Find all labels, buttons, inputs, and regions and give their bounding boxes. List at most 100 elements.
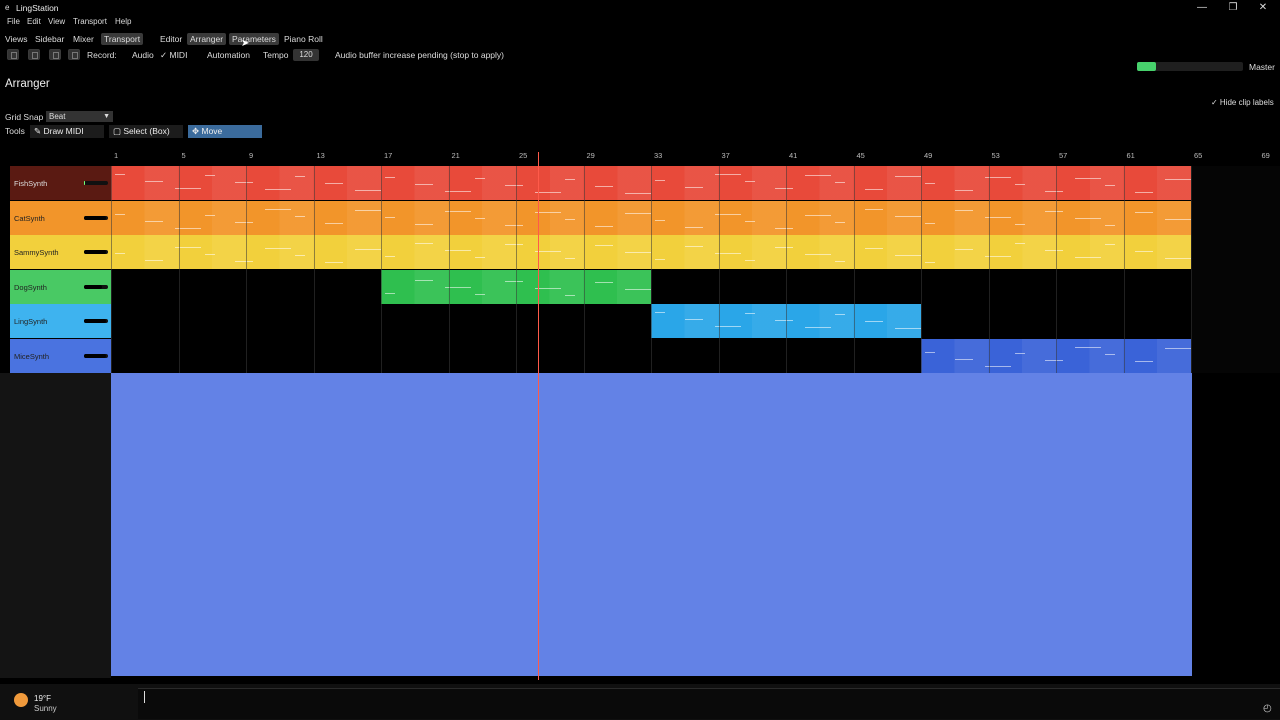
- tab-piano-roll[interactable]: Piano Roll: [284, 34, 323, 44]
- midi-note: [475, 293, 485, 295]
- midi-note: [475, 257, 485, 258]
- master-meter-fill: [1137, 62, 1157, 71]
- system-tray-icon[interactable]: ◴: [1263, 703, 1272, 714]
- draw-midi-tool[interactable]: ✎ Draw MIDI: [30, 125, 104, 138]
- tab-transport[interactable]: Transport: [101, 33, 144, 45]
- midi-note: [985, 216, 1011, 218]
- minimize-button[interactable]: —: [1197, 2, 1207, 13]
- track-volume-meter[interactable]: [84, 319, 108, 323]
- midi-note: [715, 326, 741, 327]
- track-volume-meter[interactable]: [84, 181, 108, 185]
- record-button[interactable]: [49, 49, 61, 60]
- tempo-input[interactable]: 120: [293, 49, 319, 61]
- midi-note: [1015, 184, 1025, 185]
- status-text: Audio buffer increase pending (stop to a…: [335, 50, 505, 60]
- midi-note: [445, 250, 471, 251]
- tab-mixer[interactable]: Mixer: [73, 34, 94, 44]
- track-name: LingSynth: [14, 317, 48, 326]
- midi-note: [535, 192, 561, 193]
- tab-sidebar[interactable]: Sidebar: [35, 34, 65, 44]
- midi-note: [745, 313, 755, 314]
- midi-note: [325, 183, 343, 184]
- track-header[interactable]: FishSynth: [10, 166, 111, 200]
- ruler-tick: 49: [924, 151, 933, 160]
- close-button[interactable]: ✕: [1258, 2, 1268, 13]
- midi-note: [1105, 353, 1115, 355]
- midi-note: [1075, 217, 1101, 219]
- track-header[interactable]: SammySynth: [10, 235, 111, 269]
- midi-note: [595, 225, 613, 227]
- midi-note: [685, 246, 703, 247]
- midi-note: [175, 188, 201, 189]
- midi-note: [1015, 243, 1025, 244]
- midi-note: [415, 243, 433, 244]
- select-box-tool[interactable]: ▢ Select (Box): [109, 125, 183, 138]
- midi-note: [805, 175, 831, 176]
- midi-note: [775, 188, 793, 189]
- track-volume-meter[interactable]: [84, 215, 108, 220]
- track-header[interactable]: MiceSynth: [10, 338, 111, 373]
- track-header[interactable]: LingSynth: [10, 304, 111, 338]
- timeline-ruler[interactable]: 1 5 9 13 17 21 25 29 33 37 41 45 49 53 57 61 65 69: [111, 148, 1280, 162]
- ruler-tick: 17: [384, 151, 393, 160]
- midi-note: [895, 215, 921, 217]
- midi-note: [1015, 352, 1025, 354]
- track-volume-fill: [84, 284, 102, 289]
- hide-clip-labels-checkbox[interactable]: ✓ Hide clip labels: [1211, 98, 1274, 107]
- track-volume-meter[interactable]: [84, 353, 108, 358]
- play-button[interactable]: [28, 49, 40, 60]
- midi-note: [175, 227, 201, 229]
- midi-note: [805, 327, 831, 328]
- midi-note: [115, 213, 125, 215]
- midi-note: [565, 218, 575, 220]
- midi-note: [205, 214, 215, 216]
- midi-note: [1165, 347, 1191, 349]
- text-cursor: [144, 691, 145, 703]
- midi-note: [685, 187, 703, 188]
- move-tool[interactable]: ✥ Move: [188, 125, 262, 138]
- midi-note: [295, 176, 305, 177]
- menu-transport[interactable]: Transport: [73, 17, 107, 26]
- ruler-tick: 37: [721, 151, 730, 160]
- midi-note: [985, 177, 1011, 178]
- tab-parameters[interactable]: Parameters: [229, 33, 279, 45]
- midi-note: [1075, 257, 1101, 258]
- midi-checkbox[interactable]: ✓ MIDI: [160, 50, 188, 60]
- menu-file[interactable]: File: [7, 17, 20, 26]
- ruler-tick: 25: [519, 151, 528, 160]
- track-header[interactable]: DogSynth: [10, 269, 111, 304]
- midi-note: [985, 365, 1011, 367]
- loop-button[interactable]: [68, 49, 80, 60]
- audio-checkbox[interactable]: Audio: [132, 50, 154, 60]
- command-input[interactable]: [138, 688, 1280, 719]
- midi-note: [385, 216, 395, 218]
- midi-note: [955, 249, 973, 250]
- title-bar: [0, 0, 1280, 16]
- midi-note: [355, 249, 381, 250]
- midi-note: [1105, 224, 1115, 226]
- automation-checkbox[interactable]: Automation: [207, 50, 250, 60]
- play-icon: [32, 52, 38, 59]
- record-icon: [53, 52, 59, 59]
- stop-button[interactable]: [7, 49, 19, 60]
- menu-help[interactable]: Help: [115, 17, 132, 26]
- midi-note: [565, 179, 575, 180]
- midi-note: [625, 193, 651, 194]
- weather-icon[interactable]: [14, 693, 28, 707]
- restore-button[interactable]: ❐: [1228, 2, 1238, 13]
- playhead[interactable]: [537, 152, 539, 680]
- tab-editor[interactable]: Editor: [160, 34, 183, 44]
- midi-note: [625, 212, 651, 214]
- midi-note: [295, 215, 305, 217]
- midi-note: [925, 222, 935, 224]
- track-volume-meter[interactable]: [84, 250, 108, 254]
- menu-view[interactable]: View: [48, 17, 66, 26]
- track-header[interactable]: CatSynth: [10, 200, 111, 235]
- tab-arranger[interactable]: Arranger: [187, 33, 227, 45]
- ruler-tick: 29: [586, 151, 595, 160]
- menu-edit[interactable]: Edit: [27, 17, 41, 26]
- midi-note: [685, 319, 703, 320]
- track-volume-meter[interactable]: [84, 284, 108, 289]
- grid-snap-select[interactable]: Beat ▼: [46, 111, 113, 122]
- midi-note: [955, 209, 973, 211]
